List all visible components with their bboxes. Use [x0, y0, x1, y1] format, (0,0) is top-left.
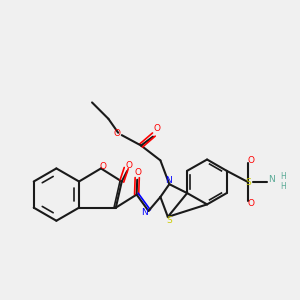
Text: N: N: [142, 208, 148, 217]
Text: O: O: [154, 124, 161, 133]
Text: N: N: [165, 176, 172, 185]
Text: H: H: [280, 172, 286, 181]
Text: O: O: [125, 161, 132, 170]
Text: O: O: [248, 157, 255, 166]
Text: O: O: [248, 199, 255, 208]
Text: O: O: [114, 129, 121, 138]
Text: H: H: [280, 182, 286, 191]
Text: S: S: [167, 216, 172, 225]
Text: N: N: [268, 175, 275, 184]
Text: O: O: [100, 162, 107, 171]
Text: O: O: [134, 168, 141, 177]
Text: S: S: [246, 178, 252, 187]
